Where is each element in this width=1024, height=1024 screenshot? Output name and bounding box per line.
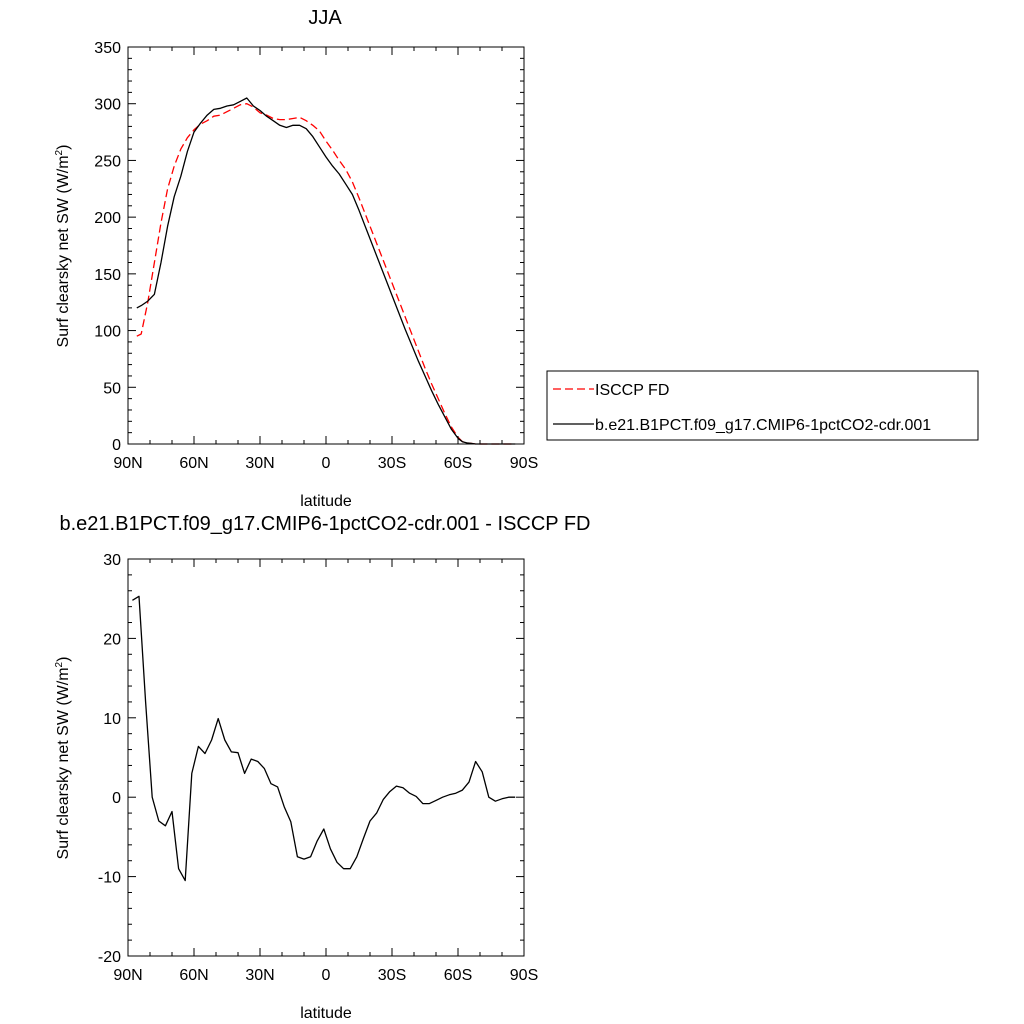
top-chart-y-axis-label-sup: 2 (54, 149, 65, 155)
top-chart-y-tick-label: 150 (94, 267, 121, 284)
bottom-chart-x-axis-label: latitude (300, 1005, 352, 1022)
top-chart-x-tick-label: 30N (245, 455, 274, 472)
bottom-chart-y-axis-label-sup: 2 (54, 661, 65, 667)
top-chart-y-axis-label-main: Surf clearsky net SW (W/m (55, 155, 72, 347)
bottom-chart-title: b.e21.B1PCT.f09_g17.CMIP6-1pctCO2-cdr.00… (60, 513, 591, 535)
bottom-chart-y-tick-label: 20 (103, 631, 121, 648)
bottom-chart-y-axis-label-main: Surf clearsky net SW (W/m (55, 667, 72, 859)
legend-label-model: b.e21.B1PCT.f09_g17.CMIP6-1pctCO2-cdr.00… (595, 417, 931, 434)
top-chart-x-tick-label: 60N (179, 455, 208, 472)
top-chart-x-tick-label: 30S (378, 455, 406, 472)
bottom-chart-series-line-0 (132, 595, 516, 882)
bottom-chart-x-tick-label: 30S (378, 967, 406, 984)
top-chart-plot-frame (127, 46, 525, 445)
bottom-chart-y-tick-label: -20 (98, 949, 121, 966)
bottom-chart-x-tick-label: 90N (113, 967, 142, 984)
bottom-chart-x-tick-label: 60N (179, 967, 208, 984)
bottom-chart-y-axis-label-tail: ) (55, 657, 72, 662)
bottom-chart-x-tick-label: 60S (444, 967, 472, 984)
bottom-chart: b.e21.B1PCT.f09_g17.CMIP6-1pctCO2-cdr.00… (54, 513, 591, 1022)
bottom-chart-series (132, 595, 516, 882)
top-chart-x-axis-label: latitude (300, 493, 352, 510)
legend-box (546, 370, 979, 441)
top-chart-series-line-0 (136, 103, 516, 445)
top-chart-series (136, 97, 516, 445)
top-chart-x-tick-label: 0 (322, 455, 331, 472)
top-chart-ticks: 90N 60N 30N 0 30S 60S 90S 0 50 100 150 200 250 300 350 (94, 40, 538, 472)
top-chart-y-tick-label: 250 (94, 153, 121, 170)
bottom-chart-x-tick-label: 30N (245, 967, 274, 984)
bottom-chart-y-axis-label: Surf clearsky net SW (W/m2) (54, 657, 72, 860)
bottom-chart-plot-frame (127, 558, 525, 957)
top-chart-y-tick-label: 300 (94, 97, 121, 114)
top-chart: JJA 90N 60N 30N 0 30S 60S 90S 0 50 100 150 200 250 30… (54, 7, 979, 510)
top-chart-x-tick-label: 90N (113, 455, 142, 472)
top-chart-y-tick-label: 200 (94, 210, 121, 227)
top-chart-x-tick-label: 90S (510, 455, 538, 472)
top-chart-y-tick-label: 0 (112, 437, 121, 454)
top-chart-y-tick-label: 50 (103, 380, 121, 397)
bottom-chart-y-tick-label: 10 (103, 711, 121, 728)
top-chart-y-axis-label-tail: ) (55, 145, 72, 150)
top-chart-y-tick-label: 100 (94, 324, 121, 341)
top-chart-title: JJA (308, 7, 342, 29)
bottom-chart-y-tick-label: 30 (103, 552, 121, 569)
top-chart-y-tick-label: 350 (94, 40, 121, 57)
bottom-chart-y-tick-label: -10 (98, 870, 121, 887)
bottom-chart-y-tick-label: 0 (112, 790, 121, 807)
bottom-chart-x-tick-label: 0 (322, 967, 331, 984)
top-chart-series-line-1 (136, 97, 516, 445)
legend-label-isccp-fd: ISCCP FD (595, 382, 669, 399)
bottom-chart-x-tick-label: 90S (510, 967, 538, 984)
top-chart-x-tick-label: 60S (444, 455, 472, 472)
top-chart-legend: ISCCP FD b.e21.B1PCT.f09_g17.CMIP6-1pctC… (546, 370, 979, 441)
bottom-chart-ticks: 90N 60N 30N 0 30S 60S 90S -20 -10 0 10 20 30 (98, 552, 538, 984)
top-chart-y-axis-label: Surf clearsky net SW (W/m2) (54, 145, 72, 348)
